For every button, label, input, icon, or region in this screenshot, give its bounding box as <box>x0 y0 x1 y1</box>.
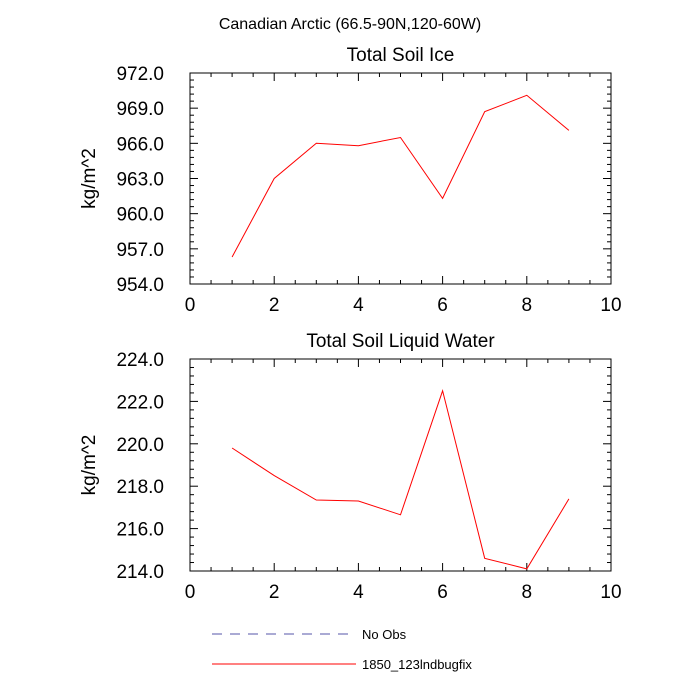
y-tick-label: 966.0 <box>116 134 164 155</box>
y-tick-label: 222.0 <box>116 392 164 413</box>
plot-frame <box>189 72 612 285</box>
legend: No Obs 1850_123lndbugfix <box>212 627 472 672</box>
panel-title: Total Soil Ice <box>347 45 455 66</box>
y-tick-label: 954.0 <box>116 275 164 296</box>
y-tick-label: 957.0 <box>116 240 164 261</box>
x-tick-label: 0 <box>185 295 196 316</box>
y-tick-label: 216.0 <box>116 520 164 541</box>
plot-frame <box>189 358 612 572</box>
y-tick-label: 960.0 <box>116 205 164 226</box>
legend-label-1850-123lndbugfix: 1850_123lndbugfix <box>362 657 472 672</box>
y-tick-label: 969.0 <box>116 99 164 120</box>
y-tick-label: 972.0 <box>116 64 164 85</box>
panel-title: Total Soil Liquid Water <box>306 331 495 352</box>
series-line <box>231 94 570 258</box>
x-tick-label: 4 <box>353 582 364 603</box>
x-tick-label: 10 <box>600 582 621 603</box>
x-tick-label: 0 <box>185 582 196 603</box>
x-tick-label: 8 <box>522 582 533 603</box>
y-tick-label: 224.0 <box>116 350 164 371</box>
x-tick-label: 2 <box>269 295 280 316</box>
panel-2: Total Soil Liquid Water 0 2 4 6 8 10 214.0 216.0… <box>79 331 622 603</box>
y-tick-label: 963.0 <box>116 170 164 191</box>
y-tick-label: 220.0 <box>116 435 164 456</box>
y-axis-label: kg/m^2 <box>79 435 100 496</box>
y-tick-label: 218.0 <box>116 477 164 498</box>
panel-1: Total Soil Ice 0 2 4 6 8 10 954.0 957.0 960.0 963.… <box>79 45 622 316</box>
x-tick-label: 4 <box>353 295 364 316</box>
chart-panels: Total Soil Ice 0 2 4 6 8 10 954.0 957.0 960.0 963.… <box>79 45 622 603</box>
x-tick-label: 2 <box>269 582 280 603</box>
x-tick-label: 10 <box>600 295 621 316</box>
x-tick-label: 8 <box>522 295 533 316</box>
legend-label-no-obs: No Obs <box>362 627 407 642</box>
x-tick-label: 6 <box>437 295 448 316</box>
figure-title: Canadian Arctic (66.5-90N,120-60W) <box>219 16 481 33</box>
series-line <box>231 389 570 570</box>
y-tick-label: 214.0 <box>116 562 164 583</box>
x-tick-label: 6 <box>437 582 448 603</box>
y-axis-label: kg/m^2 <box>79 148 100 209</box>
